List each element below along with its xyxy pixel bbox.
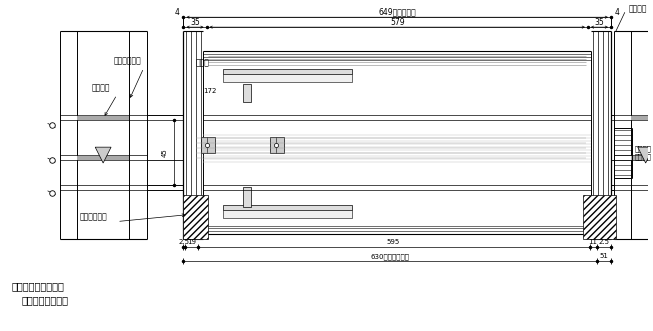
Text: 4: 4 (615, 8, 620, 17)
Bar (243, 84, 251, 102)
Bar (243, 187, 251, 207)
Polygon shape (638, 147, 653, 163)
Text: 579: 579 (390, 18, 404, 27)
Text: 壁パネル: 壁パネル (91, 84, 110, 93)
Text: 19: 19 (187, 239, 196, 245)
Bar (223, 205, 352, 210)
Text: 45: 45 (161, 148, 168, 157)
Bar (183, 195, 208, 239)
Text: 4: 4 (174, 8, 180, 17)
Polygon shape (95, 147, 111, 163)
Text: 595: 595 (387, 239, 400, 245)
Text: 2.5: 2.5 (179, 239, 190, 245)
Text: ドア枠: ドア枠 (195, 58, 209, 67)
Bar (583, 195, 616, 239)
Text: 溝形フレーム: 溝形フレーム (114, 57, 142, 66)
Bar (223, 74, 352, 82)
Bar (201, 137, 215, 153)
Text: 2.5: 2.5 (598, 239, 609, 245)
Bar (223, 69, 352, 74)
Bar (223, 210, 352, 217)
Text: 630（錠開口幅）: 630（錠開口幅） (371, 253, 409, 260)
Text: 649（ドア幅）: 649（ドア幅） (378, 8, 416, 17)
Text: 51: 51 (599, 253, 609, 259)
Text: ドア・ドア枠横断面: ドア・ドア枠横断面 (12, 281, 65, 291)
Text: 開き戸（外開き）: 開き戸（外開き） (22, 295, 69, 305)
Text: 壁パネル: 壁パネル (629, 5, 647, 14)
Text: 11: 11 (588, 239, 597, 245)
Text: 172: 172 (203, 88, 217, 94)
Text: コーナー
フレーム: コーナー フレーム (635, 145, 652, 160)
Text: 35: 35 (190, 18, 200, 27)
Bar (270, 137, 283, 153)
Text: 錠前（別途）: 錠前（別途） (80, 213, 107, 221)
Text: 35: 35 (594, 18, 604, 27)
